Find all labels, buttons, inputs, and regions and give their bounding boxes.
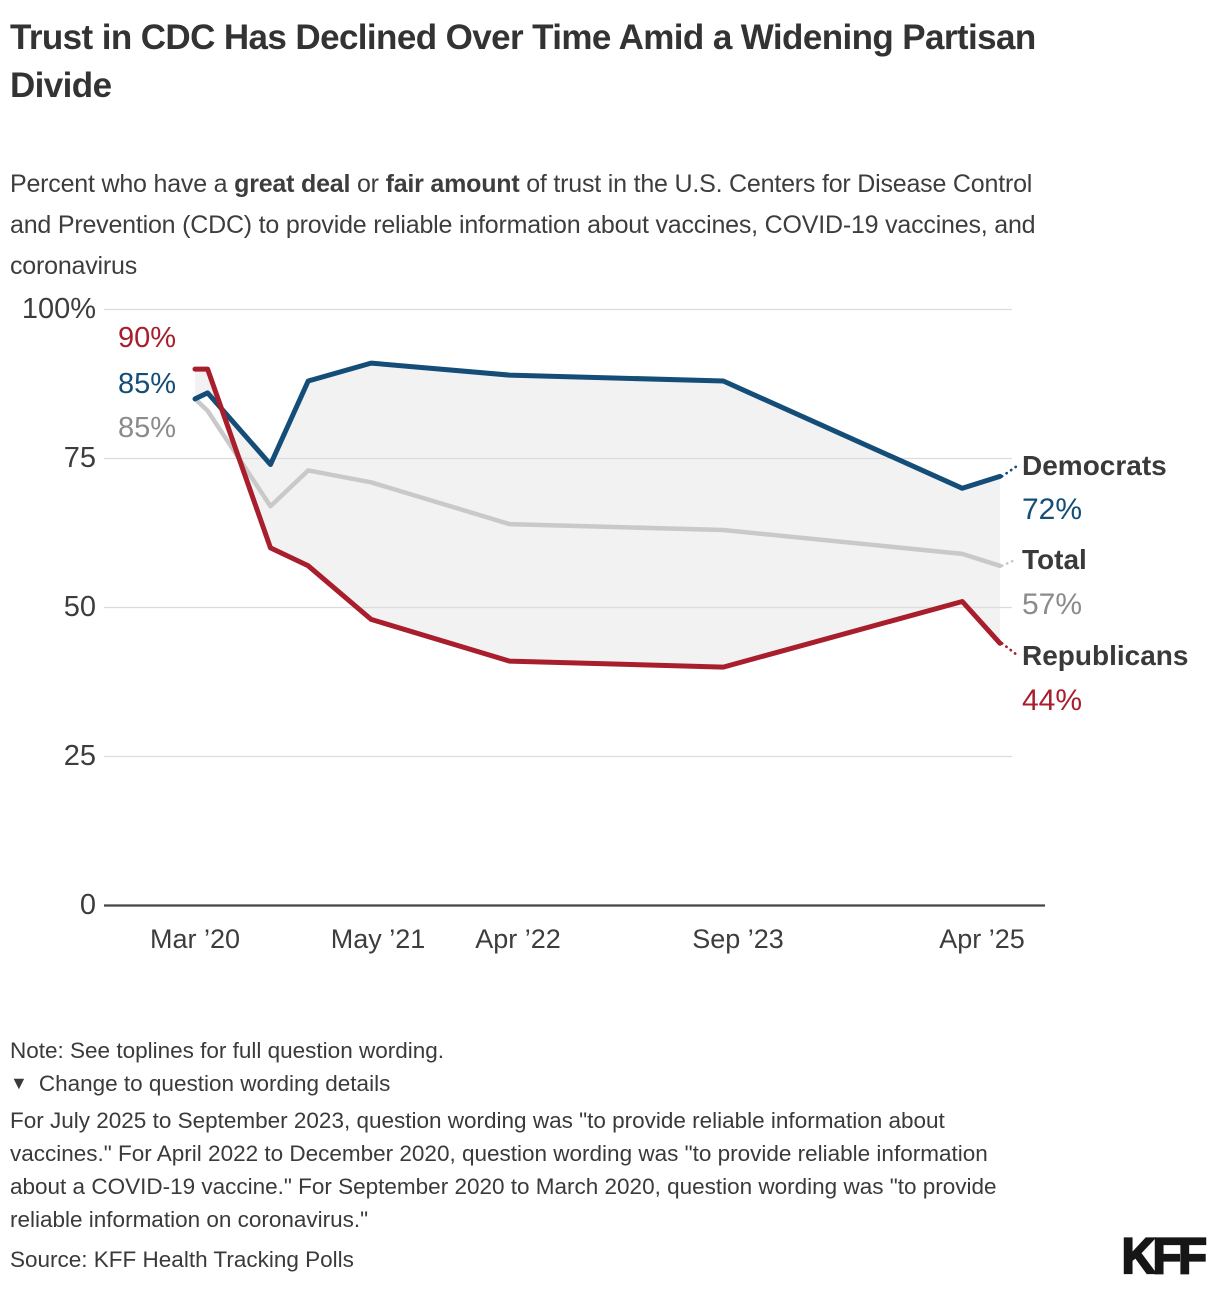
democrats-start-value-label: 85% (118, 368, 177, 400)
x-axis-tick-label: Sep ’23 (692, 924, 784, 954)
collapse-triangle-icon: ▼ (10, 1073, 28, 1093)
total-line (192, 396, 1003, 569)
total-end-value-label: 57% (1022, 588, 1083, 621)
republicans-line (192, 366, 1003, 670)
republicans-connector-dots (1000, 641, 1019, 657)
x-axis-tick-label: Apr ’22 (475, 924, 561, 954)
republicans-end-value-label: 44% (1022, 684, 1083, 717)
question-wording-toggle[interactable]: ▼ Change to question wording details (10, 1071, 390, 1097)
subtitle-bold-great-deal: great deal (234, 170, 351, 198)
total-start-value-label: 85% (118, 412, 177, 444)
y-axis-tick-label: 25 (63, 740, 96, 772)
democrats-end-value-label: 72% (1022, 493, 1083, 526)
subtitle-bold-fair-amount: fair amount (385, 170, 520, 198)
y-axis-tick-label: 0 (79, 889, 96, 921)
question-wording-toggle-label: Change to question wording details (38, 1071, 391, 1096)
total-series-label: Total (1022, 544, 1087, 575)
partisan-gap-band (195, 363, 1000, 668)
subtitle-text: or (350, 170, 386, 198)
democrats-series-label: Democrats (1022, 450, 1167, 481)
republicans-start-value-label: 90% (118, 322, 177, 354)
chart-title: Trust in CDC Has Declined Over Time Amid… (10, 18, 1036, 105)
y-axis-tick-label: 100% (21, 293, 96, 325)
chart-subtitle: Percent who have a great deal or fair am… (10, 164, 1055, 287)
democrats-connector-dots (1000, 464, 1019, 478)
subtitle-text: Percent who have a (10, 170, 235, 198)
x-axis-tick-label: Mar ’20 (149, 924, 241, 954)
democrats-line (192, 360, 1003, 491)
subtitle-text: of trust in the U.S. Centers for Disease… (10, 170, 1036, 280)
x-axis-tick-label: May ’21 (330, 924, 426, 954)
question-wording-details: For July 2025 to September 2023, questio… (10, 1108, 997, 1232)
total-connector-dots (1000, 557, 1019, 568)
kff-logo: KFF (1121, 1226, 1208, 1285)
source-note: Source: KFF Health Tracking Polls (10, 1247, 354, 1272)
x-axis-tick-label: Apr ’25 (939, 924, 1025, 954)
republicans-series-label: Republicans (1022, 640, 1189, 671)
y-axis-tick-label: 75 (63, 442, 96, 474)
y-axis-tick-label: 50 (63, 591, 96, 623)
footnote: Note: See toplines for full question wor… (10, 1038, 445, 1063)
